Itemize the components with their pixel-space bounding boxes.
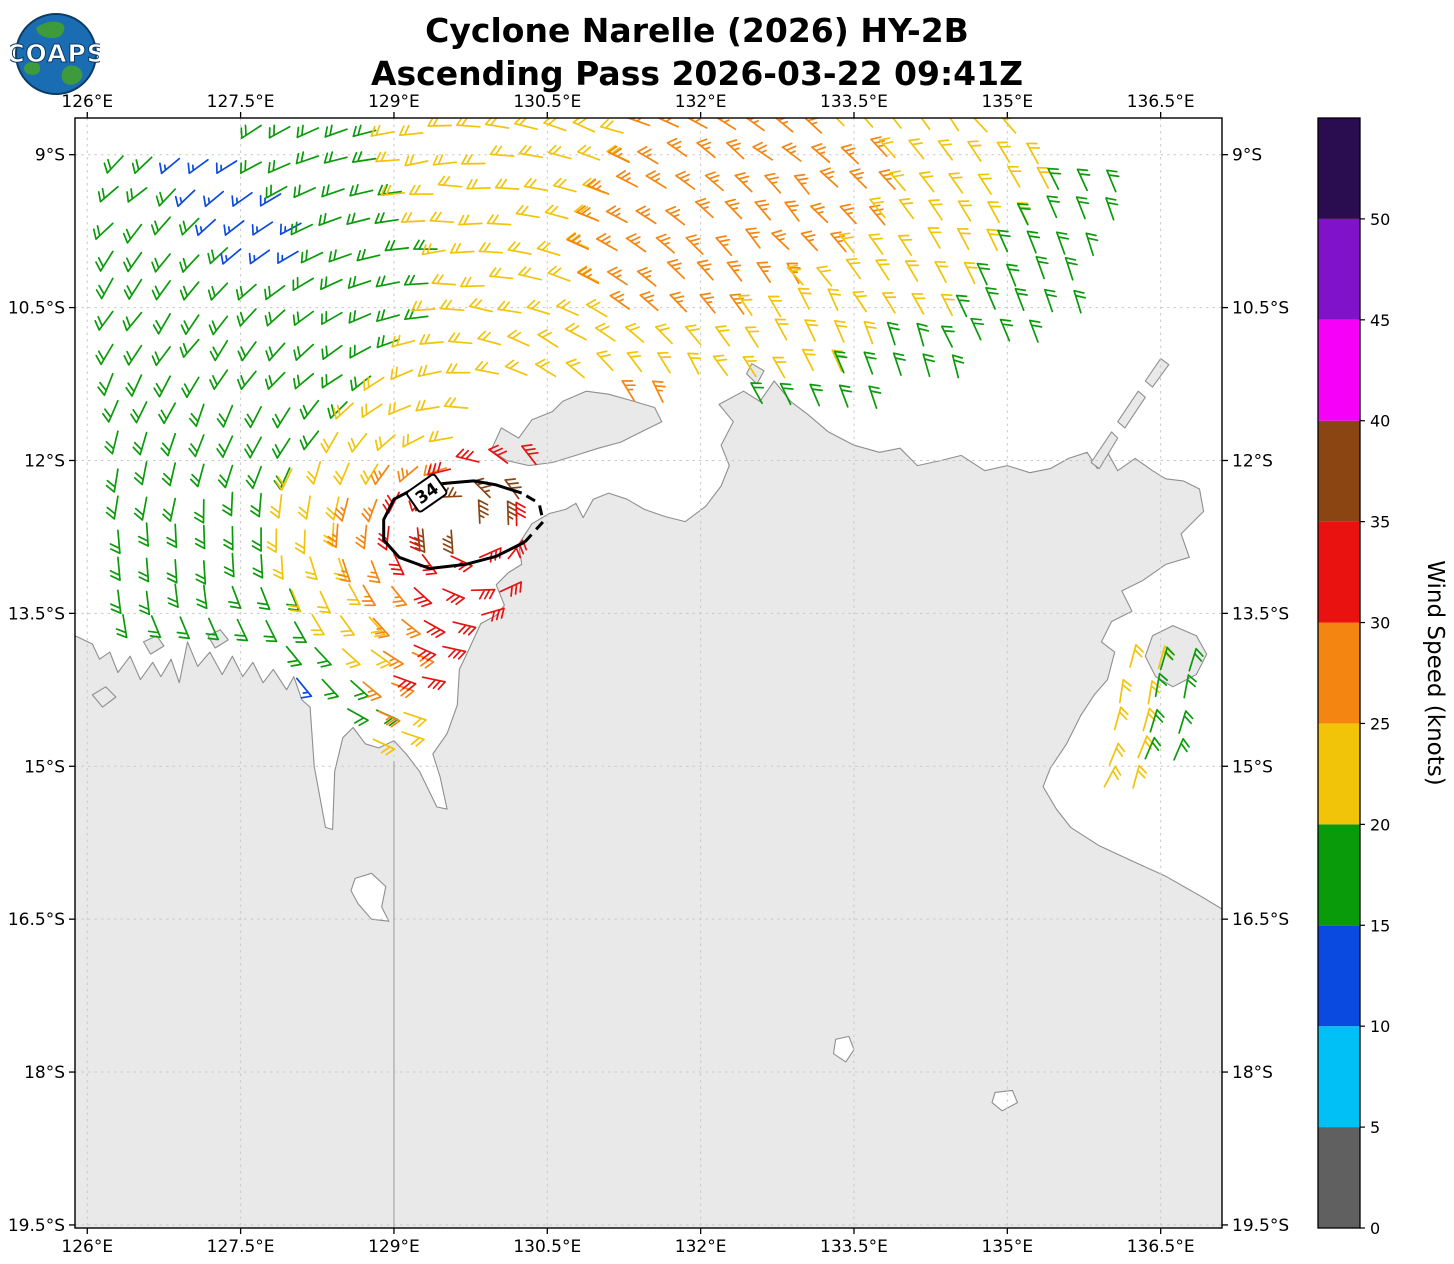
lat-tick-label-right: 13.5°S: [1232, 604, 1289, 624]
colorbar-segment: [1318, 1026, 1360, 1128]
lon-tick-label-bottom: 129°E: [368, 1237, 420, 1257]
island: [1144, 358, 1170, 388]
gale-radius-contour: [382, 479, 545, 570]
lat-tick-label-left: 18°S: [24, 1063, 65, 1083]
title-line1: Cyclone Narelle (2026) HY-2B: [425, 11, 969, 50]
lon-tick-label-top: 130.5°E: [513, 92, 581, 112]
lat-tick-label-right: 18°S: [1232, 1063, 1273, 1083]
colorbar-segment: [1318, 723, 1360, 825]
graticule-grid: [75, 118, 1222, 1228]
lon-tick-label-bottom: 130.5°E: [513, 1237, 581, 1257]
colorbar-segment: [1318, 218, 1360, 320]
lon-tick-label-bottom: 136.5°E: [1127, 1237, 1195, 1257]
colorbar-tick-label: 10: [1370, 1017, 1390, 1036]
lat-tick-label-right: 15°S: [1232, 757, 1273, 777]
colorbar-segment: [1318, 824, 1360, 926]
lake: [991, 1089, 1019, 1112]
lon-tick-label-top: 132°E: [675, 92, 727, 112]
lat-tick-label-left: 12°S: [24, 451, 65, 471]
colorbar-segment: [1318, 420, 1360, 522]
colorbar-tick-label: 15: [1370, 916, 1390, 935]
colorbar-tick-label: 25: [1370, 714, 1390, 733]
colorbar-tick-label: 20: [1370, 815, 1390, 834]
coaps-logo-text: COAPS: [10, 39, 100, 68]
lon-tick-label-top: 135°E: [981, 92, 1033, 112]
island: [1090, 431, 1119, 470]
colorbar-tick-label: 35: [1370, 513, 1390, 532]
colorbar-segment: [1318, 925, 1360, 1027]
lon-tick-label-bottom: 135°E: [981, 1237, 1033, 1257]
axis-ticks: [69, 112, 1228, 1234]
colorbar-tick-label: 50: [1370, 210, 1390, 229]
island: [490, 390, 663, 467]
plot-frame: [74, 117, 1223, 1229]
lon-tick-label-top: 126°E: [61, 92, 113, 112]
colorbar-segment: [1318, 118, 1360, 219]
lat-tick-label-right: 10.5°S: [1232, 299, 1289, 319]
lat-tick-label-left: 16.5°S: [8, 910, 65, 930]
colorbar: 0 5 10 15 20 25 30 35 40 45 50 Wind Speed (knots): [1317, 117, 1448, 1238]
lat-tick-label-left: 15°S: [24, 757, 65, 777]
lon-tick-label-bottom: 133.5°E: [820, 1237, 888, 1257]
lake: [832, 1035, 855, 1063]
lat-tick-label-right: 16.5°S: [1232, 910, 1289, 930]
colorbar-segment: [1318, 319, 1360, 421]
lon-tick-label-top: 136.5°E: [1127, 92, 1195, 112]
colorbar-segment: [1318, 622, 1360, 724]
island: [142, 635, 165, 655]
lat-tick-label-left: 9°S: [35, 146, 65, 166]
colorbar-frame: [1317, 117, 1361, 1229]
axis-labels: 126°E 126°E 127.5°E 127.5°E 129°E 129°E 130.5°…: [8, 92, 1289, 1257]
map-layers: [75, 118, 1222, 1228]
lat-tick-label-left: 13.5°S: [8, 604, 65, 624]
lat-tick-label-right: 9°S: [1232, 146, 1262, 166]
wind-barbs-layer: [92, 118, 1204, 789]
lat-tick-label-right: 19.5°S: [1232, 1216, 1289, 1236]
lat-tick-label-left: 10.5°S: [8, 299, 65, 319]
lat-tick-label-left: 19.5°S: [8, 1216, 65, 1236]
lake: [350, 872, 390, 922]
title-line2: Ascending Pass 2026-03-22 09:41Z: [370, 53, 1024, 93]
lon-tick-label-top: 127.5°E: [207, 92, 275, 112]
island: [91, 686, 117, 708]
coaps-logo: COAPS: [10, 13, 100, 95]
colorbar-tick-label: 30: [1370, 614, 1390, 633]
lon-tick-label-top: 133.5°E: [820, 92, 888, 112]
colorbar-tick-label: 45: [1370, 311, 1390, 330]
lon-tick-label-bottom: 132°E: [675, 1237, 727, 1257]
lon-tick-label-top: 129°E: [368, 92, 420, 112]
figure-title: Cyclone Narelle (2026) HY-2B Ascending P…: [0, 10, 1394, 96]
colorbar-segment: [1318, 1127, 1360, 1228]
colorbar-segment: [1318, 521, 1360, 623]
globe-continent: [36, 21, 65, 39]
mainland-australia: [75, 380, 1222, 1228]
lon-tick-label-bottom: 126°E: [61, 1237, 113, 1257]
lat-tick-label-right: 12°S: [1232, 451, 1273, 471]
colorbar-title: Wind Speed (knots): [1422, 560, 1448, 785]
island: [1117, 390, 1146, 429]
globe-continent: [24, 61, 41, 75]
globe-continent: [61, 65, 83, 85]
contour-label: 34: [406, 473, 448, 513]
colorbar-tick-label: 0: [1370, 1219, 1380, 1238]
colorbar-tick-label: 40: [1370, 412, 1390, 431]
lon-tick-label-bottom: 127.5°E: [207, 1237, 275, 1257]
colorbar-tick-label: 5: [1370, 1118, 1380, 1137]
